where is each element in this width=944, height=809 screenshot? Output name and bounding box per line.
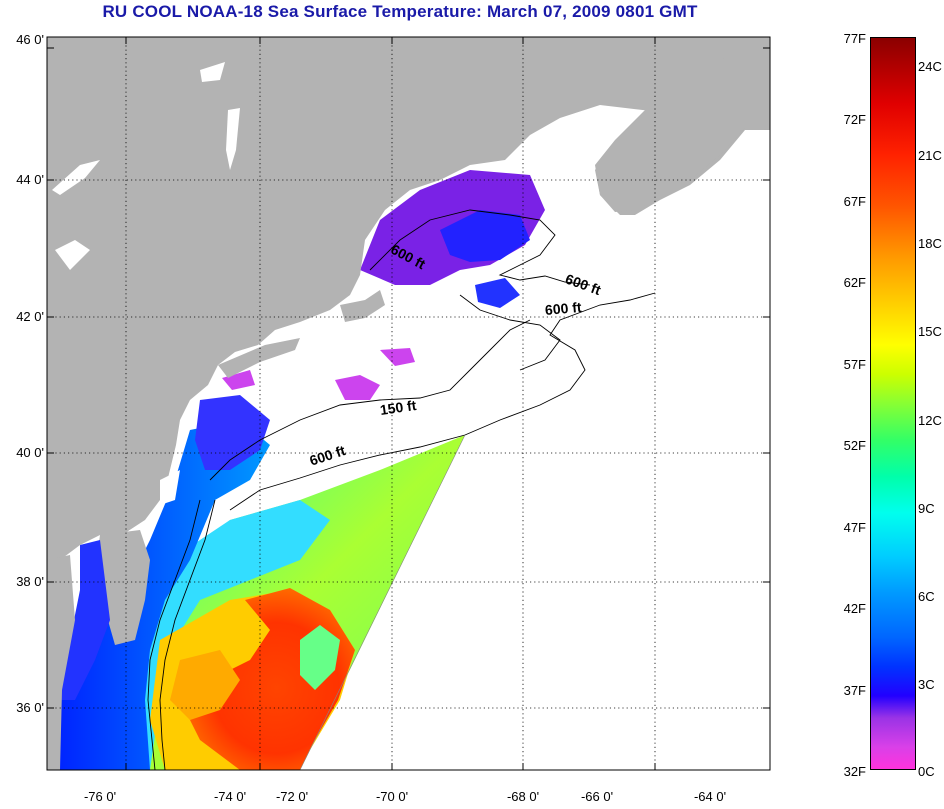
temperature-colorbar bbox=[870, 37, 916, 770]
sst-magenta-patch bbox=[335, 375, 380, 400]
lon-label-76: -76 0' bbox=[83, 789, 117, 804]
colorbar-c-0: 0C bbox=[918, 764, 935, 779]
lat-label-36: 36 0' bbox=[16, 700, 44, 715]
map-frame bbox=[46, 36, 771, 771]
sst-warm-eddy bbox=[170, 650, 240, 720]
lat-label-44: 44 0' bbox=[16, 172, 44, 187]
land-virginia bbox=[47, 555, 75, 770]
colorbar-c-9: 9C bbox=[918, 501, 935, 516]
sst-green-filament bbox=[300, 625, 340, 690]
colorbar-f-72: 72F bbox=[843, 112, 866, 127]
lat-label-42: 42 0' bbox=[16, 309, 44, 324]
sst-gulf-of-maine-blue bbox=[440, 210, 530, 262]
map-title: RU COOL NOAA-18 Sea Surface Temperature:… bbox=[102, 2, 698, 21]
lat-label-40: 40 0' bbox=[16, 445, 44, 460]
colorbar-c-15: 15C bbox=[918, 324, 942, 339]
chesapeake-bay bbox=[60, 540, 110, 700]
sst-shelf-blue bbox=[55, 420, 270, 770]
swath-edge bbox=[299, 434, 466, 770]
colorbar-c-24: 24C bbox=[918, 59, 942, 74]
sst-magenta-patch-3 bbox=[222, 370, 255, 390]
contour-coast bbox=[147, 499, 201, 770]
land-nova-scotia bbox=[595, 37, 770, 212]
land-mainland bbox=[47, 37, 770, 560]
land-cloud-2 bbox=[226, 108, 240, 170]
colorbar-f-57: 57F bbox=[843, 357, 866, 372]
contour-label-600ft-georges: 600 ft bbox=[544, 298, 583, 318]
land-long-island bbox=[218, 338, 300, 378]
colorbar-c-6: 6C bbox=[918, 589, 935, 604]
land-cloud-4 bbox=[55, 240, 90, 270]
contour-150ft bbox=[209, 319, 531, 481]
lon-label-64: -64 0' bbox=[693, 789, 727, 804]
map-grid bbox=[47, 37, 770, 770]
sst-georges-blue bbox=[475, 278, 520, 308]
contour-600ft-south bbox=[229, 292, 656, 511]
land-cloud-3 bbox=[52, 160, 100, 195]
colorbar-f-77: 77F bbox=[843, 31, 866, 46]
lon-label-66: -66 0' bbox=[580, 789, 614, 804]
colorbar-c-12: 12C bbox=[918, 413, 942, 428]
colorbar-f-67: 67F bbox=[843, 194, 866, 209]
colorbar-c-3: 3C bbox=[918, 677, 935, 692]
colorbar-f-37: 37F bbox=[843, 683, 866, 698]
lat-label-46: 46 0' bbox=[16, 32, 44, 47]
depth-contours bbox=[147, 209, 656, 770]
sst-nybight-blue bbox=[195, 395, 270, 470]
colorbar-c-18: 18C bbox=[918, 236, 942, 251]
colorbar-f-47: 47F bbox=[843, 520, 866, 535]
contour-600ft-gom bbox=[369, 209, 591, 286]
colorbar-f-52: 52F bbox=[843, 438, 866, 453]
sst-magenta-patch-2 bbox=[380, 348, 415, 366]
lon-label-68: -68 0' bbox=[506, 789, 540, 804]
lon-label-70: -70 0' bbox=[375, 789, 409, 804]
contour-coast-2 bbox=[159, 499, 216, 770]
colorbar-f-62: 62F bbox=[843, 275, 866, 290]
lat-label-38: 38 0' bbox=[16, 574, 44, 589]
colorbar-c-21: 21C bbox=[918, 148, 942, 163]
land-cloud-1 bbox=[200, 62, 225, 82]
land-cape-cod bbox=[340, 290, 385, 322]
lon-label-72: -72 0' bbox=[275, 789, 309, 804]
contour-georges bbox=[459, 294, 561, 371]
colorbar-f-32: 32F bbox=[843, 764, 866, 779]
colorbar-f-42: 42F bbox=[843, 601, 866, 616]
land-cloud-5 bbox=[160, 470, 180, 505]
map-ticks bbox=[47, 37, 770, 770]
lon-label-74: -74 0' bbox=[213, 789, 247, 804]
